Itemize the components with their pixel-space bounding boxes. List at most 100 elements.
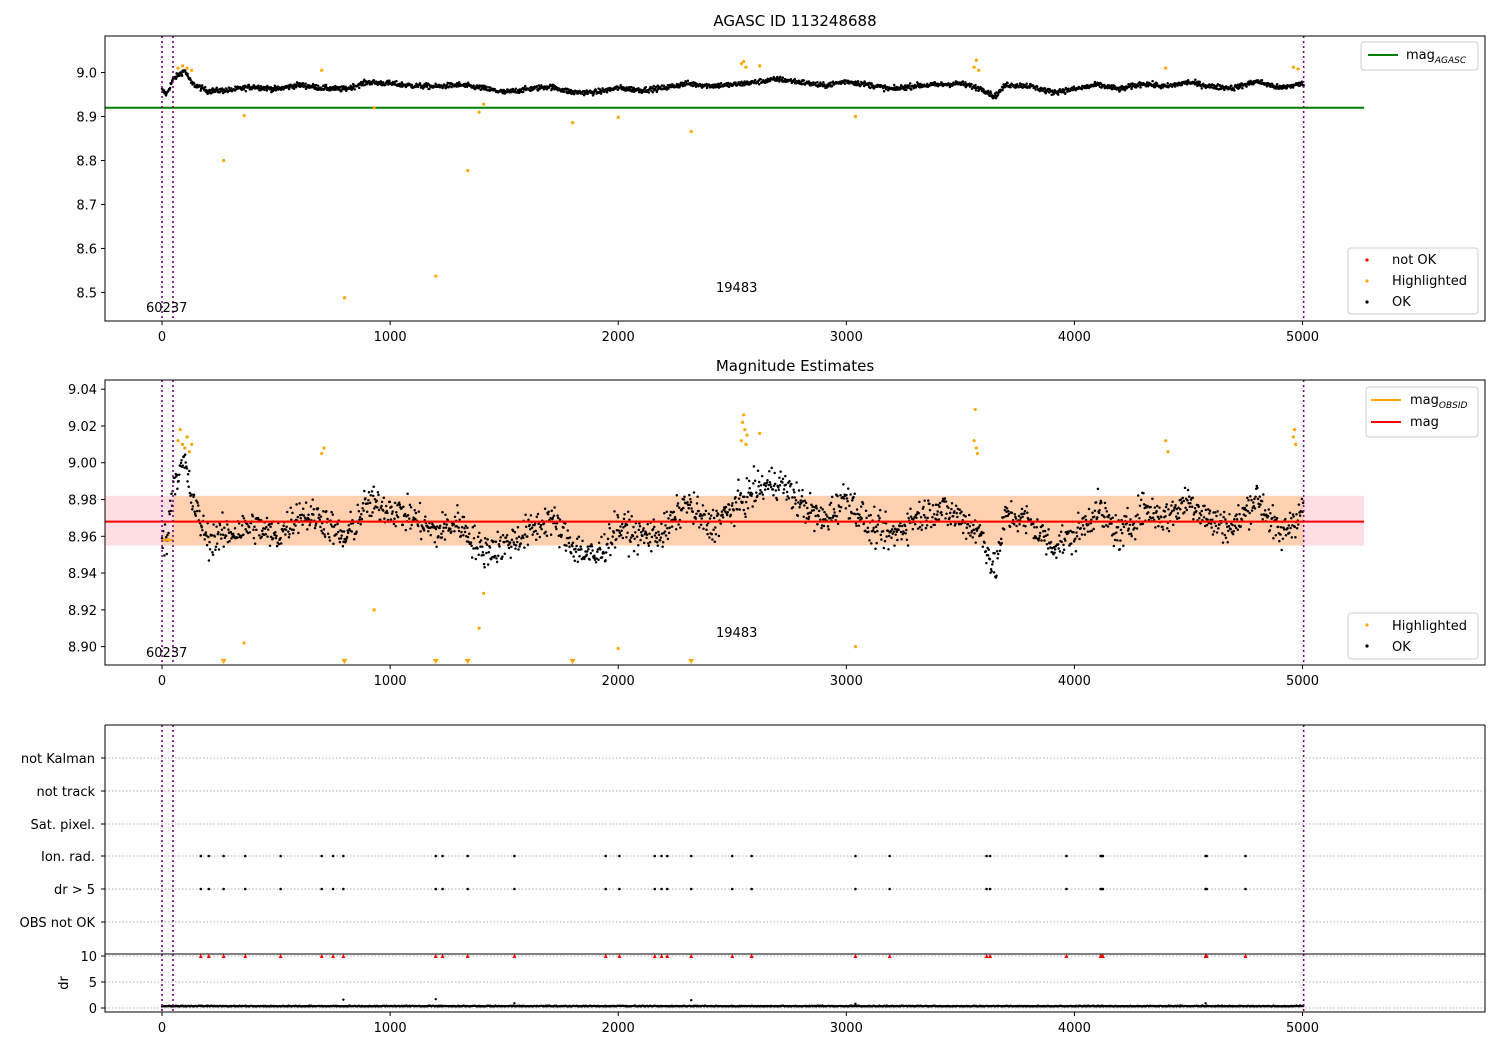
ok-point xyxy=(1053,551,1056,555)
ok-point xyxy=(285,510,289,514)
ok-point xyxy=(982,88,985,91)
highlighted-point xyxy=(466,168,470,173)
ok-point xyxy=(372,78,376,82)
ok-point xyxy=(1200,509,1203,513)
ok-point xyxy=(359,523,362,526)
ok-point xyxy=(755,491,758,494)
ok-point xyxy=(768,481,772,484)
ok-point xyxy=(915,516,918,519)
ok-point xyxy=(1291,513,1295,516)
ok-point xyxy=(1127,527,1130,530)
ok-point xyxy=(208,547,212,551)
ok-point xyxy=(272,88,276,92)
ok-point xyxy=(1252,504,1256,508)
ok-point xyxy=(919,516,923,519)
ok-point xyxy=(1081,524,1085,527)
ok-point xyxy=(1136,494,1140,497)
ok-point xyxy=(597,541,601,545)
ok-point xyxy=(779,75,782,79)
ok-point xyxy=(1182,499,1186,503)
highlighted-point xyxy=(190,442,194,446)
ok-point xyxy=(1198,511,1202,515)
ok-point xyxy=(632,525,635,529)
ok-point xyxy=(607,546,610,550)
y-tick-label: 9.0 xyxy=(76,67,97,82)
ok-point xyxy=(639,531,643,534)
ok-point xyxy=(1153,506,1157,509)
ok-point xyxy=(183,453,187,456)
ok-point xyxy=(396,504,399,507)
ok-point xyxy=(1136,513,1139,517)
ok-point xyxy=(846,500,849,503)
ok-point xyxy=(1125,515,1128,518)
ok-point xyxy=(1193,80,1196,84)
ok-point xyxy=(814,504,818,508)
ok-point xyxy=(967,531,970,535)
ok-point xyxy=(314,83,318,87)
ok-point xyxy=(1091,511,1094,514)
ok-point xyxy=(1103,515,1106,519)
flag-point xyxy=(342,887,345,891)
ok-point xyxy=(964,537,968,541)
ok-point xyxy=(972,523,975,527)
ok-point xyxy=(409,527,412,530)
ok-point xyxy=(628,518,631,522)
ok-point xyxy=(465,85,469,89)
ok-point xyxy=(1215,531,1219,534)
ok-point xyxy=(253,542,257,546)
ok-point xyxy=(989,568,993,571)
ok-point xyxy=(983,541,986,544)
ok-point xyxy=(578,555,581,558)
ok-point xyxy=(357,510,361,513)
ok-point xyxy=(1214,511,1217,514)
ok-point xyxy=(550,509,553,512)
ok-point xyxy=(264,532,268,536)
ok-point xyxy=(1151,497,1154,501)
ok-point xyxy=(368,501,372,505)
ok-point xyxy=(1233,518,1236,521)
ok-point xyxy=(866,526,870,530)
ok-point xyxy=(319,525,322,529)
ok-point xyxy=(388,79,391,82)
ok-point xyxy=(829,501,833,505)
ok-point xyxy=(403,512,407,516)
ok-point xyxy=(1084,515,1087,518)
highlighted-point xyxy=(185,435,189,439)
ok-point xyxy=(1013,513,1017,516)
ok-point xyxy=(237,522,241,525)
ok-point xyxy=(940,510,943,514)
ok-point xyxy=(366,502,370,505)
ok-point xyxy=(821,508,824,511)
ok-point xyxy=(848,516,852,520)
ok-point xyxy=(864,509,868,512)
ok-point xyxy=(456,503,459,507)
ok-point xyxy=(842,497,846,500)
ok-point xyxy=(1281,537,1285,540)
flag-point xyxy=(888,854,891,858)
ok-point xyxy=(341,530,344,533)
flag-point xyxy=(1205,887,1209,891)
ok-point xyxy=(1272,536,1275,540)
ok-point xyxy=(482,553,485,557)
ok-point xyxy=(594,561,598,564)
ok-point xyxy=(906,544,910,547)
ok-point xyxy=(521,536,525,540)
ok-point xyxy=(881,530,885,533)
ok-point xyxy=(526,535,529,538)
flag-point xyxy=(243,887,247,891)
ok-point xyxy=(515,537,518,540)
ok-point xyxy=(604,559,607,562)
ok-point xyxy=(827,85,830,88)
ok-point xyxy=(279,536,282,540)
ok-point xyxy=(748,487,751,490)
flag-point xyxy=(660,887,663,891)
ok-point xyxy=(1139,86,1142,89)
ok-point xyxy=(1033,525,1036,529)
legend-marker-not-ok xyxy=(1365,258,1369,262)
ok-point xyxy=(694,517,698,520)
ok-point xyxy=(864,529,867,532)
ok-point xyxy=(618,531,622,534)
flag-point xyxy=(342,854,345,858)
ok-point xyxy=(564,549,568,552)
